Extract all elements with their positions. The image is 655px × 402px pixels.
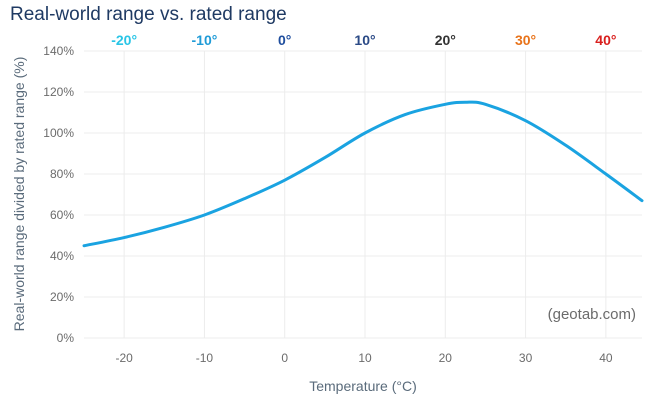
y-axis-label: Real-world range divided by rated range … [11, 57, 27, 332]
x-tick-label: -20 [115, 351, 133, 365]
y-tick-label: 100% [43, 126, 74, 140]
y-tick-label: 40% [50, 249, 74, 263]
y-axis-ticks: 0% 20% 40% 60% 80% 100% 120% 140% [43, 44, 74, 345]
y-tick-label: 20% [50, 290, 74, 304]
x-axis-label: Temperature (°C) [309, 378, 417, 394]
series-line [82, 100, 644, 248]
y-tick-label: 0% [57, 331, 75, 345]
watermark-text: (geotab.com) [548, 306, 636, 323]
grid-lines [84, 50, 642, 339]
top-temperature-labels: -20° -10° 0° 10° 20° 30° 40° [111, 32, 616, 48]
x-axis-ticks: -20 -10 0 10 20 30 40 [115, 351, 612, 365]
y-tick-label: 60% [50, 208, 74, 222]
series-layer [82, 100, 644, 248]
y-tick-label: 120% [43, 85, 74, 99]
y-tick-label: 140% [43, 44, 74, 58]
temperature-label: 10° [354, 32, 375, 48]
temperature-label: -10° [192, 32, 218, 48]
x-tick-label: 30 [519, 351, 533, 365]
temperature-label: 30° [515, 32, 536, 48]
x-tick-label: 40 [599, 351, 613, 365]
x-tick-label: 20 [439, 351, 453, 365]
y-tick-label: 80% [50, 167, 74, 181]
temperature-label: -20° [111, 32, 137, 48]
x-tick-label: 0 [281, 351, 288, 365]
temperature-label: 40° [595, 32, 616, 48]
chart-title: Real-world range vs. rated range [10, 4, 287, 25]
temperature-label: 0° [278, 32, 291, 48]
x-tick-label: -10 [196, 351, 214, 365]
temperature-label: 20° [435, 32, 456, 48]
x-tick-label: 10 [358, 351, 372, 365]
